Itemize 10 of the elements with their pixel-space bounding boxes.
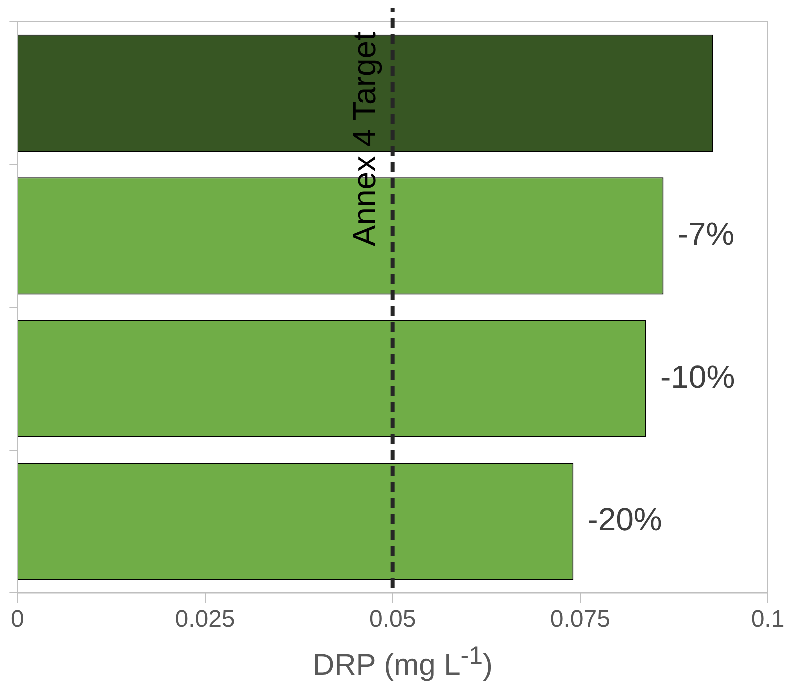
x-tick-label: 0 (10, 606, 24, 634)
annotation: -20% (588, 502, 662, 538)
annotation: -7% (678, 216, 735, 252)
x-tick-label: 0.1 (751, 606, 785, 634)
ref-line-label: Annex 4 Target (346, 32, 383, 247)
x-tick-label: 0.075 (550, 606, 610, 634)
x-tick-label: 0.05 (369, 606, 416, 634)
annotation: -10% (660, 358, 736, 395)
x-tick-label: 0.025 (175, 606, 236, 634)
x-axis-title: DRP (mg L$^{-1}$) (312, 642, 494, 683)
